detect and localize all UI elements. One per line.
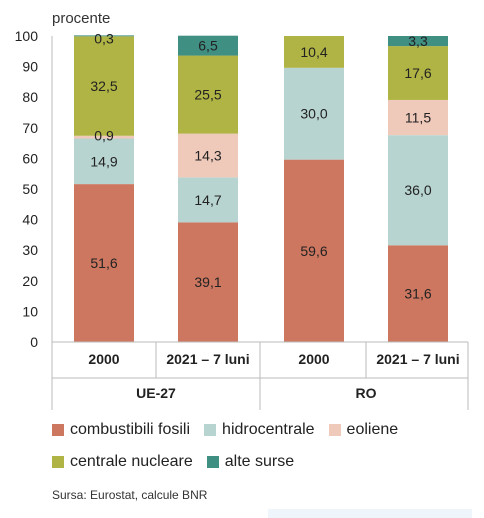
legend-row-2: centrale nucleare alte surse xyxy=(52,446,472,478)
data-label-hydro: 14,9 xyxy=(90,153,117,169)
legend-label-wind: eoliene xyxy=(346,421,399,438)
bar-segment-hydro xyxy=(74,138,134,185)
data-label-other: 0,3 xyxy=(94,30,114,46)
bar-segment-fossil xyxy=(388,245,448,342)
y-tick-label: 90 xyxy=(22,59,38,75)
y-tick-label: 20 xyxy=(22,273,38,289)
legend-swatch-hydro xyxy=(204,424,217,436)
x-group-label: RO xyxy=(356,385,377,401)
legend-label-other: alte surse xyxy=(224,453,295,470)
data-label-nuclear: 17,6 xyxy=(404,65,431,81)
data-label-wind: 11,5 xyxy=(405,110,431,126)
unit-label: procente xyxy=(52,10,110,27)
bar-segment-wind xyxy=(74,135,134,139)
legend: combustibili fosili hidrocentrale eolien… xyxy=(52,414,472,478)
y-tick-label: 30 xyxy=(22,242,38,258)
legend-item-wind: eoliene xyxy=(328,421,399,439)
y-tick-label: 50 xyxy=(22,181,38,197)
y-tick-label: 70 xyxy=(22,120,38,136)
bar-segment-other xyxy=(388,36,448,47)
bar-segment-nuclear xyxy=(74,36,134,136)
bar-segment-fossil xyxy=(178,222,238,342)
bar-segment-nuclear xyxy=(284,36,344,68)
legend-item-nuclear: centrale nucleare xyxy=(52,453,193,471)
footer-decoration xyxy=(268,509,472,518)
data-label-other: 3,3 xyxy=(408,33,428,49)
bar-segment-other xyxy=(74,35,134,37)
bar-segment-fossil xyxy=(284,159,344,342)
y-tick-label: 80 xyxy=(22,89,38,105)
data-label-hydro: 14,7 xyxy=(194,192,221,208)
x-category-label: 2021 – 7 luni xyxy=(166,351,249,367)
bar-segment-hydro xyxy=(284,67,344,160)
legend-swatch-wind xyxy=(328,424,341,436)
data-label-nuclear: 10,4 xyxy=(300,44,327,60)
bars: 51,6 14,9 0,9 32,5 0,3 39,1 14,7 14,3 25,5 6,5 59,… xyxy=(74,30,448,342)
legend-label-hydro: hidrocentrale xyxy=(222,421,315,438)
data-label-fossil: 51,6 xyxy=(90,255,117,271)
bar-segment-wind xyxy=(178,133,238,178)
bar-segment-hydro xyxy=(178,177,238,223)
data-label-hydro: 30,0 xyxy=(300,106,327,122)
data-label-wind: 14,3 xyxy=(194,147,221,163)
y-tick-label: 10 xyxy=(22,303,38,319)
bar-segment-hydro xyxy=(388,135,448,246)
bar-segment-nuclear xyxy=(178,55,238,134)
data-label-other: 6,5 xyxy=(198,38,218,54)
x-axis: 2000 2021 – 7 luni 2000 2021 – 7 luni UE-27 R… xyxy=(51,341,469,410)
bar-segment-fossil xyxy=(74,184,134,342)
stacked-bar-chart: procente 0 10 20 30 40 50 60 70 80 90 100 51,6 14,9… xyxy=(15,10,469,410)
x-group-label: UE-27 xyxy=(136,385,176,401)
data-label-fossil: 39,1 xyxy=(194,274,221,290)
data-label-nuclear: 25,5 xyxy=(194,87,221,103)
data-label-wind: 0,9 xyxy=(94,128,114,144)
legend-item-other: alte surse xyxy=(206,453,295,471)
bar-segment-wind xyxy=(388,99,448,136)
legend-swatch-other xyxy=(206,456,219,468)
legend-label-nuclear: centrale nucleare xyxy=(70,453,193,470)
legend-row-1: combustibili fosili hidrocentrale eolien… xyxy=(52,414,472,446)
data-label-fossil: 31,6 xyxy=(404,286,431,302)
x-category-label: 2021 – 7 luni xyxy=(376,351,459,367)
x-category-label: 2000 xyxy=(88,351,119,367)
y-tick-label: 60 xyxy=(22,150,38,166)
legend-swatch-fossil xyxy=(52,424,64,436)
legend-item-hydro: hidrocentrale xyxy=(204,421,315,439)
y-axis: 0 10 20 30 40 50 60 70 80 90 100 xyxy=(15,28,53,350)
legend-swatch-nuclear xyxy=(52,456,64,468)
y-tick-label: 100 xyxy=(15,28,39,44)
legend-label-fossil: combustibili fosili xyxy=(70,421,191,438)
legend-item-fossil: combustibili fosili xyxy=(52,421,190,439)
x-category-label: 2000 xyxy=(298,351,329,367)
data-label-fossil: 59,6 xyxy=(300,243,327,259)
bar-segment-other xyxy=(178,35,238,56)
bar-segment-nuclear xyxy=(388,46,448,100)
source-note: Sursa: Eurostat, calcule BNR xyxy=(52,488,208,502)
y-tick-label: 40 xyxy=(22,212,38,228)
data-label-hydro: 36,0 xyxy=(404,182,431,198)
data-label-nuclear: 32,5 xyxy=(90,78,117,94)
y-tick-label: 0 xyxy=(30,334,38,350)
